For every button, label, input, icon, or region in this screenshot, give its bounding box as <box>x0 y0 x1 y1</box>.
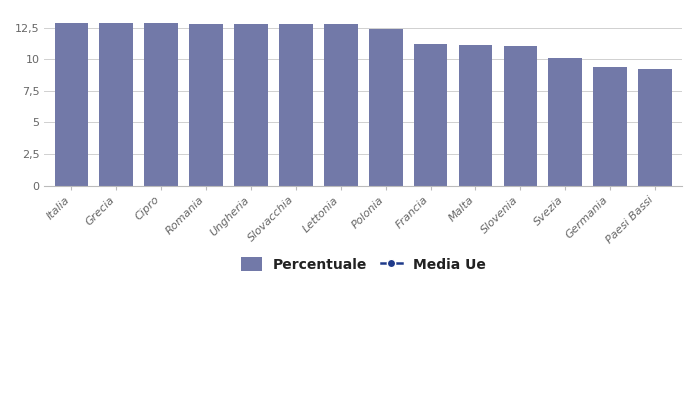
Bar <box>190 24 223 186</box>
Legend: Percentuale, Media Ue: Percentuale, Media Ue <box>235 252 491 278</box>
Bar <box>414 44 447 186</box>
Bar <box>54 22 89 186</box>
Bar <box>100 23 133 186</box>
Bar <box>503 46 537 186</box>
Bar <box>234 25 268 186</box>
Bar <box>144 23 178 186</box>
Bar <box>459 45 492 186</box>
Bar <box>279 25 313 186</box>
Bar <box>324 25 358 186</box>
Bar <box>369 29 403 186</box>
Bar <box>638 70 672 186</box>
Bar <box>593 67 627 186</box>
Bar <box>549 58 582 186</box>
